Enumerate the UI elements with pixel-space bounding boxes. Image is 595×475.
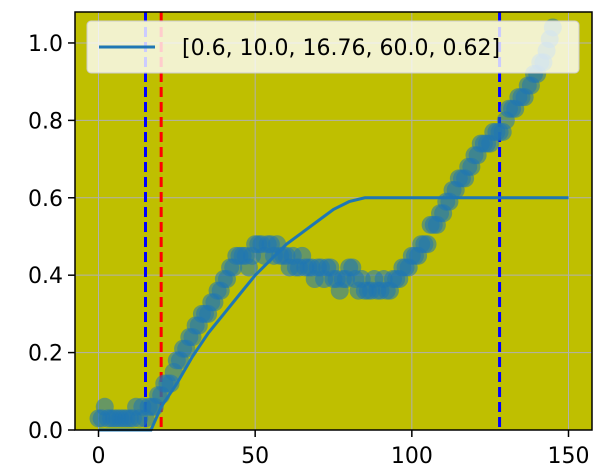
x-tick-label: 150	[548, 444, 590, 469]
legend-label: [0.6, 10.0, 16.76, 60.0, 0.62]	[182, 36, 500, 61]
legend: [0.6, 10.0, 16.76, 60.0, 0.62]	[86, 20, 580, 74]
y-axis-ticks: 0.0 0.2 0.4 0.6 0.8 1.0	[28, 32, 75, 444]
axes-frame	[74, 11, 593, 431]
y-tick-label: 0.8	[28, 109, 63, 134]
scatter-point	[418, 235, 437, 254]
reference-lines	[144, 12, 502, 430]
x-tick-label: 100	[391, 444, 433, 469]
y-tick-label: 1.0	[28, 32, 63, 57]
x-tick-label: 0	[92, 444, 106, 469]
plot-area	[75, 12, 592, 430]
x-tick-label: 50	[241, 444, 269, 469]
y-tick-label: 0.0	[28, 419, 63, 444]
y-tick-label: 0.4	[28, 264, 63, 289]
y-tick-label: 0.6	[28, 187, 63, 212]
y-tick-label: 0.2	[28, 342, 63, 367]
x-axis-ticks: 0 50 100 150	[92, 430, 590, 469]
fit-line	[98, 196, 569, 432]
legend-box	[86, 20, 580, 74]
